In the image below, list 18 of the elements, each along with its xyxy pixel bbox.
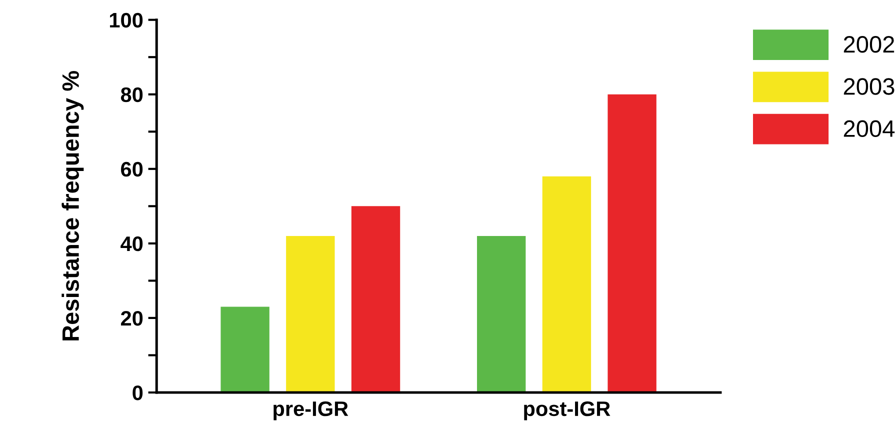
y-axis-title: Resistance frequency % <box>62 70 84 340</box>
y-tick-label: 100 <box>110 12 143 28</box>
bar <box>608 94 656 392</box>
y-tick-label: 60 <box>121 162 143 177</box>
y-tick-label: 40 <box>120 236 143 252</box>
x-tick-label: pre-IGR <box>274 401 348 420</box>
y-tick-label: 80 <box>120 87 143 102</box>
x-tick-label: post-IGR <box>524 401 610 420</box>
bar <box>286 236 335 392</box>
legend-label: 2003 <box>844 78 894 95</box>
y-tick-label: 0 <box>132 385 143 400</box>
y-tick-label: 20 <box>120 310 143 326</box>
bar <box>542 176 592 392</box>
legend-label: 2002 <box>844 36 894 53</box>
bar <box>220 306 270 392</box>
bar <box>476 236 526 392</box>
bar <box>351 206 400 392</box>
legend-label: 2004 <box>844 120 895 138</box>
